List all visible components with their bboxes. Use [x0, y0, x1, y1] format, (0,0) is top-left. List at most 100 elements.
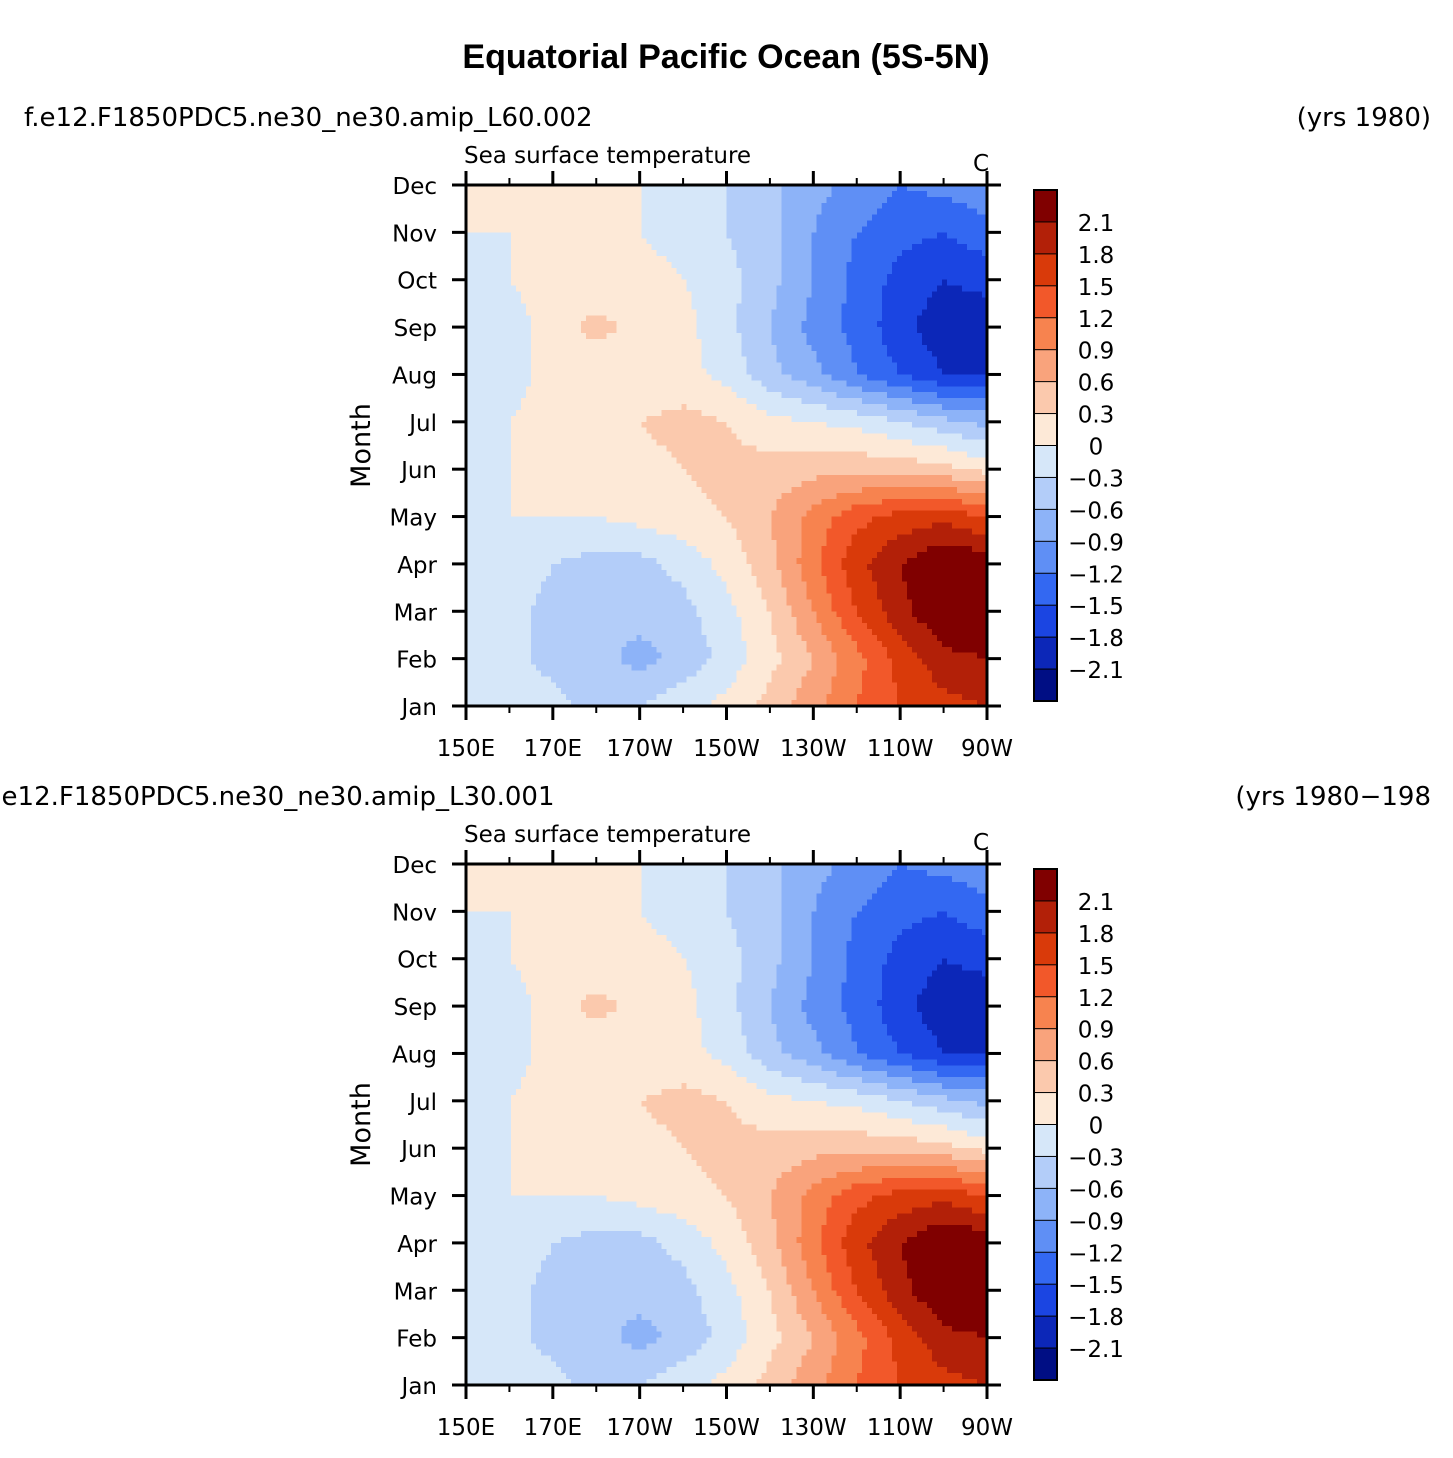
heatmap-cell	[506, 356, 512, 364]
heatmap-cell	[516, 409, 522, 417]
heatmap-cell	[956, 261, 963, 269]
heatmap-cell	[556, 421, 562, 429]
heatmap-cell	[641, 374, 647, 381]
heatmap-cell	[806, 427, 813, 435]
heatmap-cell	[941, 344, 948, 352]
heatmap-cell	[856, 415, 863, 423]
heatmap-cell	[936, 309, 943, 316]
heatmap-cell	[491, 309, 497, 316]
heatmap-cell	[471, 386, 477, 393]
heatmap-cell	[656, 433, 662, 441]
heatmap-cell	[471, 220, 477, 228]
heatmap-cell	[951, 427, 958, 435]
heatmap-cell	[466, 439, 472, 447]
heatmap-cell	[771, 398, 778, 405]
heatmap-cell	[766, 463, 773, 470]
heatmap-cell	[701, 291, 708, 299]
heatmap-cell	[946, 321, 953, 328]
heatmap-cell	[891, 214, 898, 222]
heatmap-cell	[671, 261, 677, 269]
heatmap-cell	[771, 321, 778, 328]
heatmap-cell	[961, 226, 968, 233]
heatmap-cell	[686, 463, 693, 470]
heatmap-cell	[496, 196, 502, 204]
heatmap-cell	[881, 315, 888, 322]
heatmap-cell	[701, 445, 708, 453]
heatmap-cell	[631, 368, 637, 376]
heatmap-cell	[486, 297, 492, 305]
heatmap-cell	[606, 338, 612, 346]
heatmap-cell	[976, 238, 983, 245]
heatmap-cell	[966, 214, 973, 222]
heatmap-cell	[886, 226, 893, 233]
heatmap-cell	[566, 238, 572, 245]
heatmap-cell	[896, 433, 903, 441]
heatmap-cell	[686, 445, 693, 453]
heatmap-cell	[481, 303, 487, 310]
heatmap-cell	[826, 321, 833, 328]
heatmap-cell	[621, 374, 627, 381]
heatmap-cell	[851, 451, 858, 458]
heatmap-cell	[516, 285, 522, 293]
heatmap-cell	[681, 261, 688, 269]
heatmap-cell	[931, 321, 938, 328]
heatmap-cell	[961, 386, 968, 393]
heatmap-cell	[536, 303, 542, 310]
heatmap-cell	[526, 421, 532, 429]
heatmap-cell	[761, 279, 768, 287]
heatmap-cell	[491, 244, 497, 251]
heatmap-cell	[756, 356, 763, 364]
heatmap-cell	[676, 350, 683, 358]
heatmap-cell	[511, 409, 517, 417]
heatmap-cell	[841, 238, 848, 245]
heatmap-cell	[941, 362, 948, 370]
heatmap-cell	[841, 196, 848, 204]
heatmap-cell	[701, 439, 708, 447]
heatmap-cell	[941, 256, 948, 263]
heatmap-cell	[566, 392, 572, 399]
heatmap-cell	[566, 380, 572, 387]
heatmap-cell	[621, 285, 627, 293]
heatmap-cell	[581, 398, 587, 405]
heatmap-cell	[521, 392, 527, 399]
heatmap-cell	[961, 196, 968, 204]
heatmap-cell	[906, 415, 913, 423]
heatmap-cell	[751, 256, 758, 263]
heatmap-cell	[501, 433, 507, 441]
heatmap-cell	[576, 451, 582, 458]
heatmap-cell	[831, 291, 838, 299]
heatmap-cell	[796, 338, 803, 346]
heatmap-cell	[906, 202, 913, 210]
heatmap-cell	[946, 457, 953, 464]
heatmap-cell	[946, 232, 953, 239]
heatmap-cell	[511, 214, 517, 222]
heatmap-cell	[616, 202, 622, 210]
heatmap-cell	[936, 226, 943, 233]
heatmap-cell	[926, 196, 933, 204]
heatmap-cell	[876, 333, 883, 340]
heatmap-cell	[726, 350, 733, 358]
heatmap-cell	[751, 463, 758, 470]
heatmap-cell	[481, 386, 487, 393]
heatmap-cell	[976, 285, 983, 293]
heatmap-cell	[731, 190, 738, 198]
heatmap-cell	[521, 398, 527, 405]
heatmap-cell	[936, 427, 943, 435]
heatmap-cell	[671, 368, 677, 376]
heatmap-cell	[951, 232, 958, 239]
heatmap-cell	[756, 415, 763, 423]
heatmap-cell	[721, 303, 728, 310]
heatmap-cell	[846, 457, 853, 464]
heatmap-cell	[976, 350, 983, 358]
heatmap-cell	[596, 386, 602, 393]
heatmap-cell	[686, 238, 693, 245]
heatmap-cell	[756, 362, 763, 370]
heatmap-cell	[776, 451, 783, 458]
heatmap-cell	[941, 457, 948, 464]
heatmap-cell	[941, 409, 948, 417]
heatmap-cell	[691, 244, 698, 251]
heatmap-cell	[981, 297, 988, 305]
heatmap-cell	[936, 321, 943, 328]
heatmap-cell	[851, 309, 858, 316]
heatmap-cell	[836, 279, 843, 287]
